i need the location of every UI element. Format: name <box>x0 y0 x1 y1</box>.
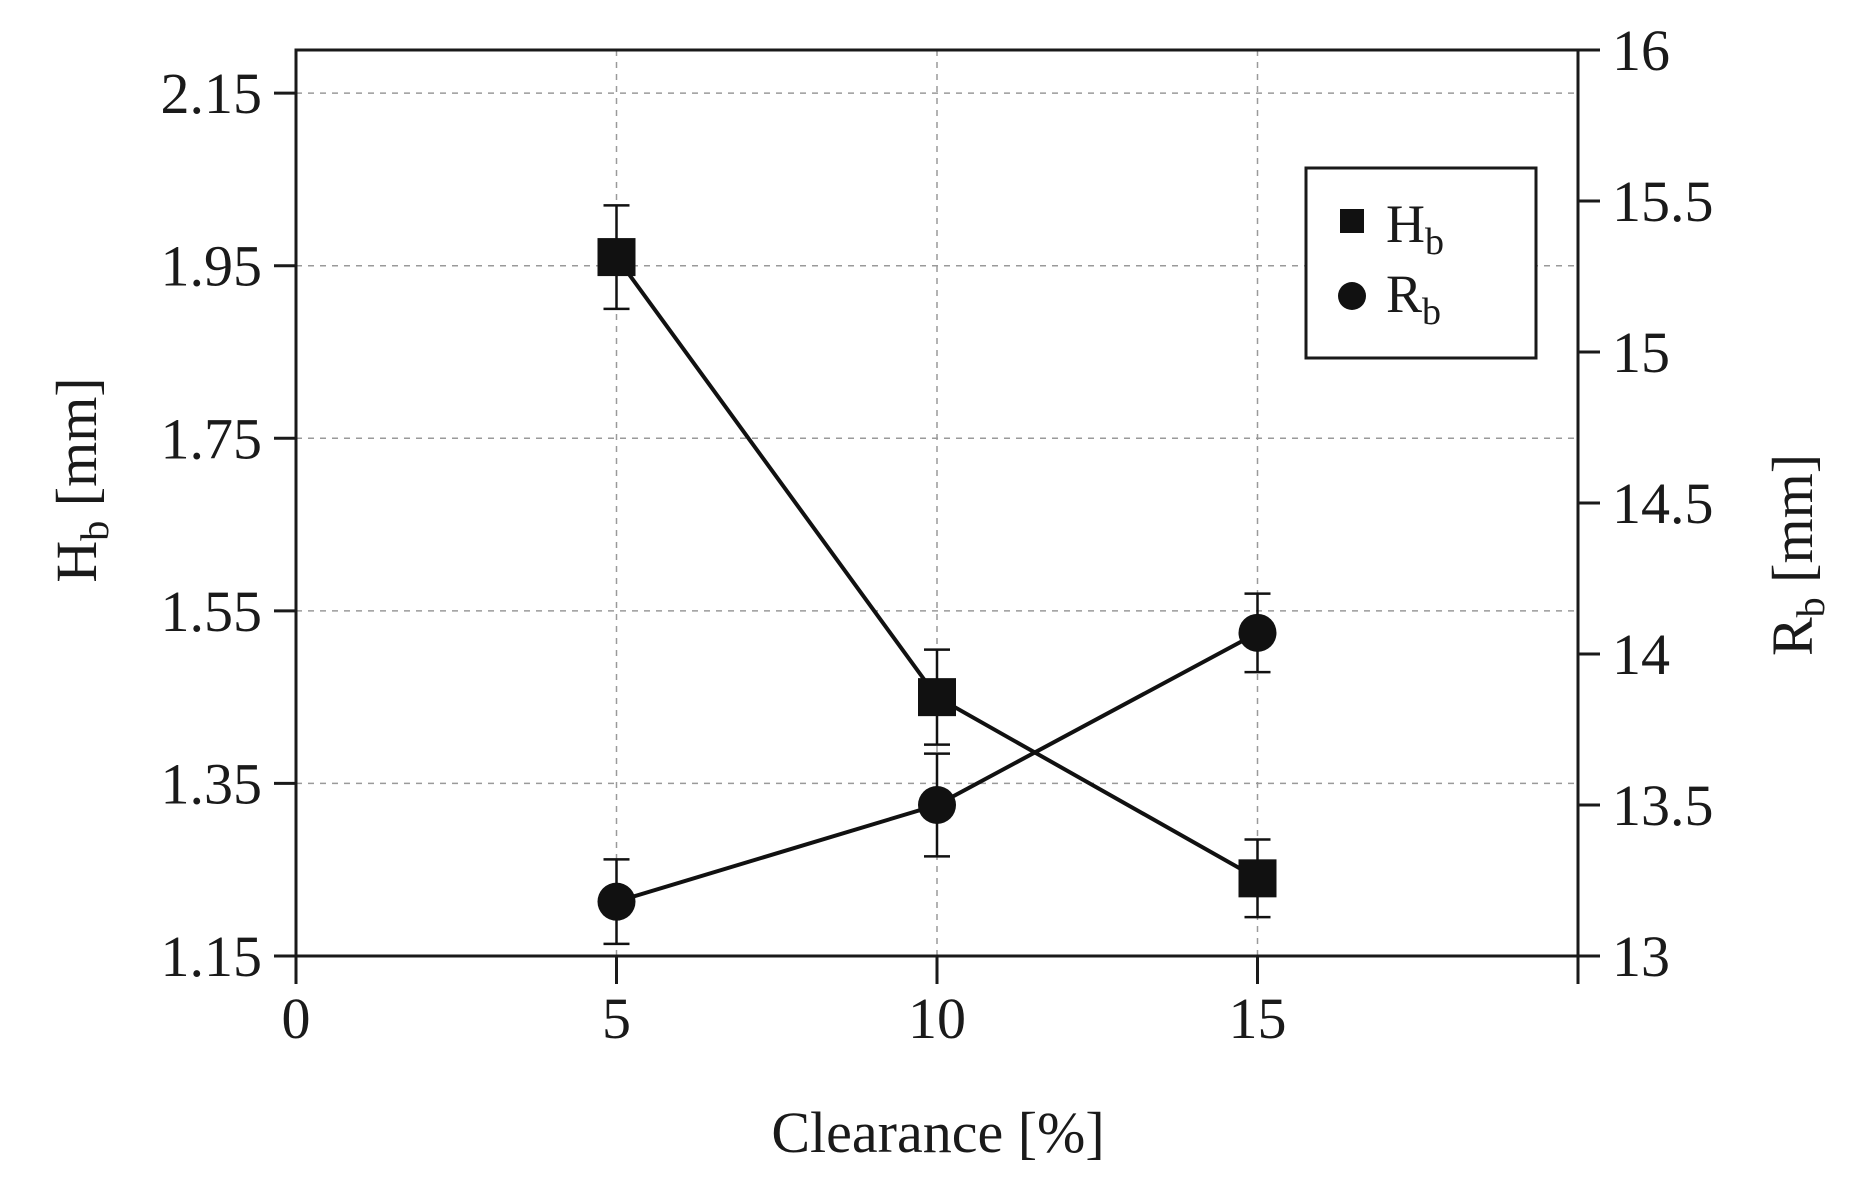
legend-hb-main: H <box>1386 194 1425 254</box>
y-left-tick-label: 1.35 <box>161 751 263 816</box>
series-layer <box>597 204 1277 946</box>
y-right-tick-label: 14.5 <box>1612 471 1714 536</box>
data-point-hb <box>597 238 636 277</box>
legend-rb-sub: b <box>1422 291 1441 333</box>
x-tick-label: 0 <box>282 986 311 1051</box>
y-left-tick-label: 1.75 <box>161 406 263 471</box>
legend-label-rb: Rb <box>1386 264 1441 333</box>
legend-box <box>1304 166 1538 360</box>
x-tick-label: 15 <box>1229 986 1287 1051</box>
legend-label-hb: Hb <box>1386 194 1444 263</box>
data-point-rb <box>597 882 636 921</box>
x-axis-label: Clearance [%] <box>771 1100 1104 1165</box>
axis-ticks: 0 5 10 15 1.15 1.35 1.55 1.75 1.95 2.15 13 13.5 14 14… <box>161 18 1714 1051</box>
data-point-hb <box>918 678 956 717</box>
y-left-tick-label: 1.95 <box>161 234 263 299</box>
data-point-hb <box>1238 859 1277 898</box>
data-point-rb <box>1238 613 1277 652</box>
legend-rb-main: R <box>1386 264 1422 324</box>
y-axis-left-label: Hb [mm] <box>44 377 117 582</box>
legend-hb-sub: b <box>1425 221 1444 263</box>
y-axis-right-label-main: R <box>1760 617 1825 656</box>
x-tick-label: 5 <box>602 986 631 1051</box>
y-right-tick-label: 15.5 <box>1612 169 1714 234</box>
y-right-tick-label: 13.5 <box>1612 773 1714 838</box>
y-left-tick-label: 1.15 <box>161 924 263 989</box>
legend: Hb Rb <box>1304 166 1538 360</box>
y-right-tick-label: 15 <box>1612 320 1670 385</box>
y-axis-right-label-unit: [mm] <box>1760 454 1825 597</box>
y-left-tick-label: 1.55 <box>161 579 263 644</box>
y-right-tick-label: 13 <box>1612 924 1670 989</box>
y-right-tick-label: 16 <box>1612 18 1670 83</box>
y-axis-right-label: Rb [mm] <box>1760 454 1833 656</box>
legend-circle-marker-icon <box>1338 282 1366 310</box>
y-axis-left-label-main: H <box>44 541 109 583</box>
y-axis-left-label-sub: b <box>72 521 117 541</box>
y-left-tick-label: 2.15 <box>161 61 263 126</box>
legend-square-marker-icon <box>1340 209 1364 233</box>
data-point-rb <box>918 786 956 824</box>
y-right-tick-label: 14 <box>1612 622 1670 687</box>
x-tick-label: 10 <box>908 986 966 1051</box>
y-axis-right-label-sub: b <box>1788 597 1833 617</box>
y-axis-left-label-unit: [mm] <box>44 377 109 520</box>
